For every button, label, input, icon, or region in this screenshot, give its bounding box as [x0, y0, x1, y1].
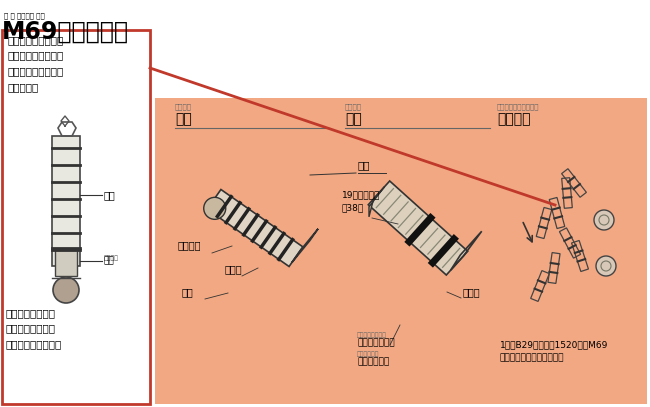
Text: 頭部: 頭部	[182, 287, 194, 297]
Text: 折りたたまれたリボ
ン。これに火がつい
て落下すると火の雨
に見える。: 折りたたまれたリボ ン。これに火がつい て落下すると火の雨 に見える。	[8, 35, 64, 92]
Text: しんかん: しんかん	[104, 255, 119, 260]
Text: M69油脂焼夷弾: M69油脂焼夷弾	[2, 20, 129, 44]
Text: 外観: 外観	[175, 112, 192, 126]
Text: 油脂: 油脂	[104, 190, 116, 200]
Text: 尾部: 尾部	[358, 160, 370, 170]
Bar	[55, 250, 77, 276]
Bar	[155, 98, 647, 404]
Text: 弾頭部キャップ: 弾頭部キャップ	[357, 338, 395, 347]
Circle shape	[594, 210, 614, 230]
Text: ぶんさんじょうきょう: ぶんさんじょうきょう	[497, 103, 540, 109]
Bar	[2, 30, 150, 404]
Polygon shape	[369, 187, 384, 217]
Text: カバー: カバー	[225, 264, 242, 274]
Text: だん頭ぶきゃっぷ: だん頭ぶきゃっぷ	[357, 333, 387, 338]
Text: 断面: 断面	[345, 112, 362, 126]
Text: カバー: カバー	[463, 287, 480, 297]
Text: 信管: 信管	[104, 256, 115, 265]
Text: 弾尾部オモリ: 弾尾部オモリ	[357, 357, 389, 366]
Text: だんめん: だんめん	[345, 103, 362, 109]
Circle shape	[596, 256, 616, 276]
Text: 鉄バンド: 鉄バンド	[178, 240, 202, 250]
Circle shape	[203, 197, 226, 219]
Text: 19本ずつ２段
計38発: 19本ずつ２段 計38発	[342, 190, 380, 212]
Polygon shape	[369, 181, 468, 275]
Text: ゆ し しょうい だん: ゆ し しょうい だん	[4, 12, 45, 19]
Text: 分散状況: 分散状況	[497, 112, 530, 126]
Circle shape	[53, 277, 79, 303]
Bar	[52, 136, 80, 266]
Polygon shape	[207, 190, 303, 267]
Text: だんびおもり: だんびおもり	[357, 351, 380, 357]
Text: がいかん: がいかん	[175, 103, 192, 109]
Text: 炸薬。着地すると
この爆発によって
油脂をまきちらす。: 炸薬。着地すると この爆発によって 油脂をまきちらす。	[6, 308, 62, 349]
Text: 1機のB29爆撃機は1520発のM69
油脂焼夷弾をバラまいた。: 1機のB29爆撃機は1520発のM69 油脂焼夷弾をバラまいた。	[500, 341, 608, 362]
